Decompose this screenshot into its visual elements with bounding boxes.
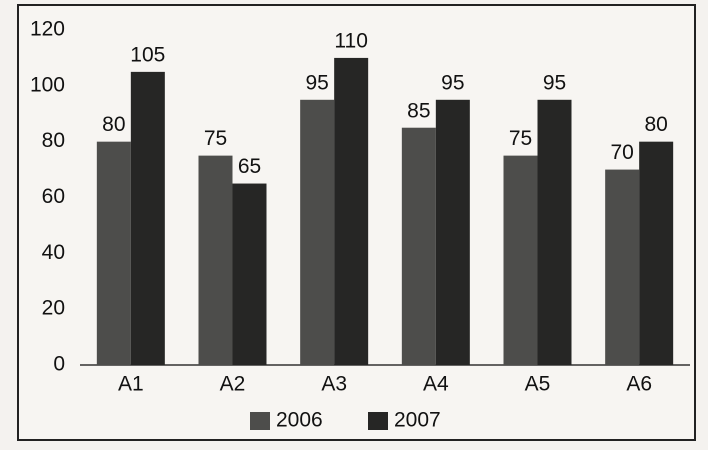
y-tick-label: 80 <box>42 129 65 152</box>
legend-label: 2007 <box>394 409 441 432</box>
data-label: 75 <box>204 127 227 150</box>
legend-swatch <box>368 412 388 430</box>
bar <box>503 155 538 365</box>
data-label: 80 <box>644 113 667 136</box>
bar <box>300 99 335 366</box>
x-tick-label: A5 <box>525 373 551 396</box>
data-label: 95 <box>441 71 464 94</box>
data-label: 95 <box>543 71 566 94</box>
x-tick-label: A6 <box>626 373 652 396</box>
y-tick-label: 120 <box>30 18 65 41</box>
y-tick-label: 40 <box>42 241 65 264</box>
y-tick-label: 60 <box>42 185 65 208</box>
x-tick-label: A4 <box>423 373 449 396</box>
legend-label: 2006 <box>276 409 323 432</box>
data-label: 70 <box>610 141 633 164</box>
y-tick-label: 20 <box>42 297 65 320</box>
data-label: 95 <box>305 71 328 94</box>
data-label: 65 <box>238 155 261 178</box>
bar <box>130 71 165 365</box>
x-tick-label: A1 <box>118 373 144 396</box>
bar <box>605 169 640 365</box>
data-label: 75 <box>509 127 532 150</box>
bar <box>639 141 674 365</box>
x-tick-label: A2 <box>220 373 246 396</box>
bar <box>232 183 267 365</box>
bar <box>334 57 369 366</box>
data-label: 85 <box>407 99 430 122</box>
y-tick-label: 100 <box>30 73 65 96</box>
data-label: 110 <box>334 29 367 52</box>
bar <box>537 99 572 366</box>
bar <box>435 99 470 366</box>
legend-swatch <box>250 412 270 430</box>
y-tick-label: 0 <box>53 353 65 376</box>
bar <box>198 155 233 365</box>
bar <box>401 127 436 365</box>
x-tick-label: A3 <box>321 373 347 396</box>
bar <box>96 141 131 365</box>
data-label: 80 <box>102 113 125 136</box>
data-label: 105 <box>130 43 165 66</box>
